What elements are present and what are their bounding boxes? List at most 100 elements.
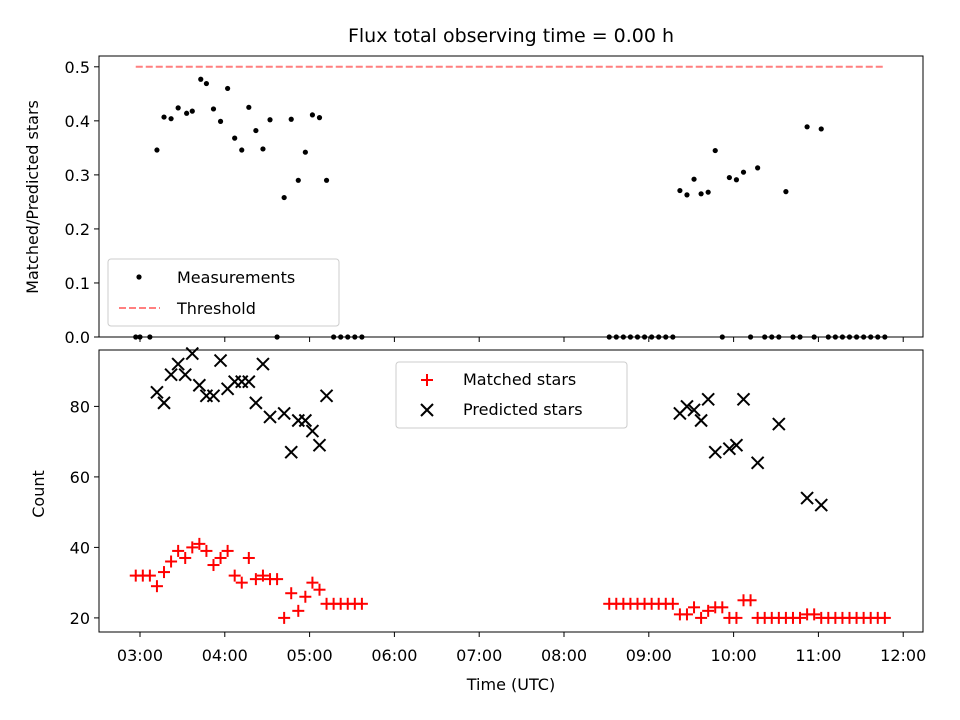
measurement-point xyxy=(691,176,697,182)
legend-marker-measurements xyxy=(136,274,142,280)
predicted-star-point xyxy=(256,357,270,371)
matched-star-point xyxy=(158,566,171,579)
legend-label-measurements: Measurements xyxy=(177,268,295,287)
bottom-y-axis-label: Count xyxy=(29,470,48,518)
bottom-x-tick-label: 11:00 xyxy=(795,646,841,665)
legend-marker-predicted-stars xyxy=(420,403,434,417)
measurement-point xyxy=(184,110,190,116)
matched-star-point xyxy=(143,569,156,582)
matched-star-point xyxy=(186,541,199,554)
matched-star-point xyxy=(688,601,701,614)
matched-star-point xyxy=(179,551,192,564)
matched-star-point xyxy=(172,544,185,557)
matched-star-point xyxy=(242,551,255,564)
matched-star-point xyxy=(285,587,298,600)
bottom-x-tick-label: 03:00 xyxy=(117,646,163,665)
predicted-star-point xyxy=(192,378,207,392)
measurement-point xyxy=(210,106,217,112)
measurement-point xyxy=(154,147,160,153)
legend-label-predicted-stars: Predicted stars xyxy=(463,400,583,419)
measurement-point xyxy=(168,116,174,122)
top-y-tick-label: 0.2 xyxy=(65,220,90,239)
matched-star-point xyxy=(165,555,178,568)
measurement-point xyxy=(198,76,204,82)
predicted-star-point xyxy=(263,410,277,424)
bottom-x-tick-label: 07:00 xyxy=(456,646,502,665)
matched-star-point xyxy=(313,583,326,596)
top-y-axis-label: Matched/Predicted stars xyxy=(23,100,42,294)
predicted-star-point xyxy=(701,392,715,407)
predicted-star-point xyxy=(213,353,228,368)
legend-label-matched-stars: Matched stars xyxy=(463,370,576,389)
measurement-point xyxy=(225,85,231,92)
matched-star-point xyxy=(278,611,291,624)
top-plot-frame xyxy=(98,55,924,338)
bottom-x-tick-label: 04:00 xyxy=(202,646,248,665)
matched-star-point xyxy=(702,604,715,617)
measurement-point xyxy=(239,147,245,153)
measurement-point xyxy=(161,114,167,120)
matched-star-point xyxy=(744,594,757,607)
matched-star-point xyxy=(716,601,729,614)
top-y-tick-label: 0.5 xyxy=(65,58,90,77)
matched-star-point xyxy=(878,611,891,624)
matched-star-point xyxy=(256,569,269,582)
measurement-point xyxy=(705,189,711,195)
legend-label-threshold: Threshold xyxy=(176,299,256,318)
matched-star-point xyxy=(666,597,679,610)
predicted-star-point xyxy=(694,413,708,428)
measurement-point xyxy=(217,118,224,124)
predicted-star-point xyxy=(814,498,828,512)
bottom-x-tick-label: 12:00 xyxy=(880,646,926,665)
matched-star-point xyxy=(680,608,693,621)
bottom-x-tick-label: 08:00 xyxy=(541,646,587,665)
matched-star-point xyxy=(355,597,368,610)
matched-star-point xyxy=(200,544,213,557)
bottom-x-tick-label: 10:00 xyxy=(711,646,757,665)
predicted-star-point xyxy=(164,367,178,382)
top-y-tick-label: 0.3 xyxy=(65,166,90,185)
bottom-plot-area: 20 40 60 80 03:00 04:00 05:00 06:00 07:00 08:00 09… xyxy=(70,346,926,665)
measurement-point xyxy=(260,146,266,152)
measurement-point xyxy=(316,115,323,121)
measurement-point xyxy=(726,174,732,181)
top-legend: Measurements Threshold xyxy=(107,258,340,327)
bottom-x-tick-label: 09:00 xyxy=(626,646,672,665)
matched-star-point xyxy=(808,608,821,621)
predicted-star-point xyxy=(305,424,320,438)
top-chart-title: Flux total observing time = 0.00 h xyxy=(348,25,674,47)
predicted-star-point xyxy=(178,367,192,382)
bottom-y-tick-label: 20 xyxy=(70,609,90,628)
measurement-point xyxy=(804,124,810,130)
top-legend-box xyxy=(107,258,340,327)
predicted-star-point xyxy=(722,441,737,456)
predicted-star-point xyxy=(729,438,744,452)
matched-star-point xyxy=(221,544,234,557)
matched-star-point xyxy=(249,573,262,586)
matched-star-point xyxy=(794,611,807,624)
predicted-star-point xyxy=(206,389,221,403)
measurement-point xyxy=(309,112,316,118)
predicted-star-point xyxy=(249,396,263,410)
bottom-y-tick-label: 80 xyxy=(70,397,90,416)
measurement-point xyxy=(698,191,704,197)
measurement-point xyxy=(323,177,330,183)
matched-star-point xyxy=(214,551,227,564)
predicted-star-point xyxy=(319,389,334,403)
matched-star-point xyxy=(306,576,319,589)
top-y-tick-label: 0.1 xyxy=(65,274,90,293)
predicted-star-point xyxy=(298,413,313,428)
matched-star-point xyxy=(271,573,284,586)
measurement-point xyxy=(783,189,789,195)
measurement-point xyxy=(302,149,308,155)
measurement-point xyxy=(295,177,301,183)
predicted-star-point xyxy=(708,445,722,459)
measurement-point xyxy=(740,169,747,175)
matched-star-point xyxy=(207,559,220,572)
bottom-legend: Matched stars Predicted stars xyxy=(395,361,628,429)
predicted-star-point xyxy=(687,403,701,417)
measurement-point xyxy=(281,194,287,201)
measurement-point xyxy=(246,104,252,110)
measurement-point xyxy=(232,135,238,141)
